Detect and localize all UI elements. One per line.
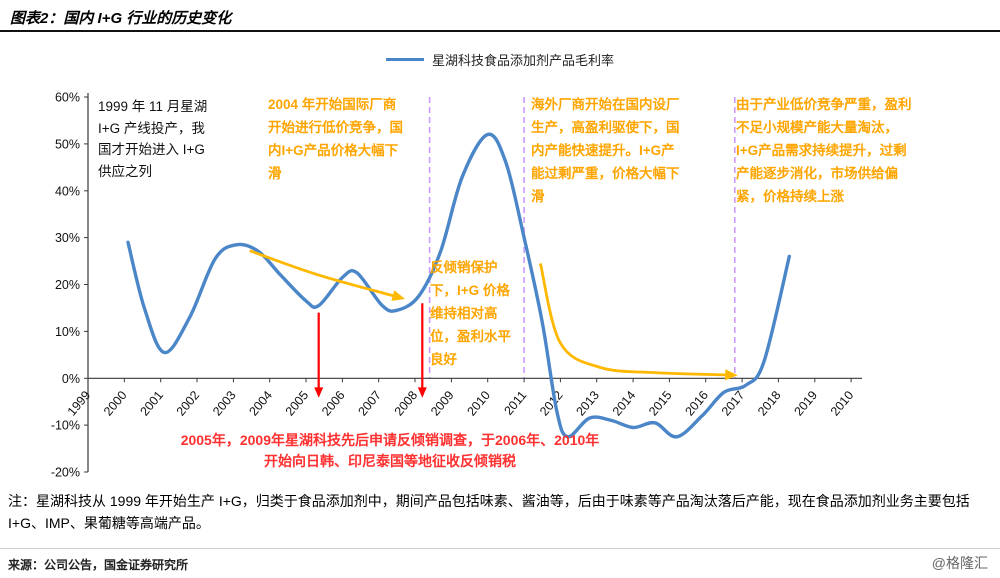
annotation-antidumping-protection: 反倾销保护下，I+G 价格维持相对高位，盈利水平良好 <box>430 260 511 367</box>
svg-text:2012: 2012 <box>537 388 566 418</box>
annotation-supply-tightening: 由于产业低价竞争严重，盈利不足小规模产能大量淘汰，I+G产品需求持续提升，过剩产… <box>736 97 912 204</box>
svg-text:-10%: -10% <box>51 419 80 433</box>
svg-text:2016: 2016 <box>682 388 711 418</box>
svg-text:2008: 2008 <box>392 388 421 418</box>
legend-label: 星湖科技食品添加剂产品毛利率 <box>431 53 614 68</box>
figure-note: 注：星湖科技从 1999 年开始生产 I+G，归类于食品添加剂中，期间产品包括味… <box>8 493 970 532</box>
svg-text:1999: 1999 <box>65 388 94 418</box>
chart-legend: 星湖科技食品添加剂产品毛利率 <box>0 50 1000 69</box>
svg-text:2000: 2000 <box>101 388 130 418</box>
annotation-2004-price-competition: 2004 年开始国际厂商开始进行低价竞争，国内I+G产品价格大幅下滑 <box>268 97 403 181</box>
figure-title: 图表2：国内 I+G 行业的历史变化 <box>10 10 232 27</box>
svg-text:2010: 2010 <box>828 388 857 418</box>
svg-text:50%: 50% <box>55 137 80 151</box>
svg-text:2002: 2002 <box>174 388 203 418</box>
svg-text:0%: 0% <box>62 372 80 386</box>
svg-text:2004: 2004 <box>246 388 275 418</box>
svg-text:2019: 2019 <box>791 388 820 418</box>
svg-text:2010: 2010 <box>464 388 493 418</box>
svg-text:2013: 2013 <box>573 388 602 418</box>
svg-text:2015: 2015 <box>646 388 675 418</box>
svg-text:2011: 2011 <box>501 388 529 418</box>
svg-text:2001: 2001 <box>137 388 166 418</box>
svg-text:2014: 2014 <box>610 388 639 418</box>
footer-divider <box>0 548 1000 549</box>
svg-text:2005: 2005 <box>283 388 312 418</box>
svg-text:2007: 2007 <box>355 388 384 418</box>
source-text: 来源：公司公告，国金证券研究所 <box>8 558 189 572</box>
annotation-overseas-factories: 海外厂商开始在国内设厂生产，高盈利驱使下，国内产能快速提升。I+G产能过剩严重，… <box>531 97 680 204</box>
svg-text:2018: 2018 <box>755 388 784 418</box>
figure-header: 图表2：国内 I+G 行业的历史变化 <box>0 0 1000 32</box>
svg-text:60%: 60% <box>55 91 80 105</box>
svg-text:2009: 2009 <box>428 388 457 418</box>
svg-text:30%: 30% <box>55 231 80 245</box>
legend-line-marker <box>385 58 424 61</box>
svg-text:20%: 20% <box>55 278 80 292</box>
watermark-gelonghui: @格隆汇 <box>931 555 988 571</box>
annotation-1999-production-start: 1999 年 11 月星湖 I+G 产线投产，我国才开始进入 I+G 供应之列 <box>98 99 208 179</box>
svg-text:10%: 10% <box>55 325 80 339</box>
svg-text:2006: 2006 <box>319 388 348 418</box>
svg-text:40%: 40% <box>55 184 80 198</box>
svg-text:2003: 2003 <box>210 388 239 418</box>
svg-text:-20%: -20% <box>51 466 80 480</box>
annotation-antidumping-tax: 2005年，2009年星湖科技先后申请反倾销调查，于2006年、2010年开始向… <box>180 432 600 469</box>
